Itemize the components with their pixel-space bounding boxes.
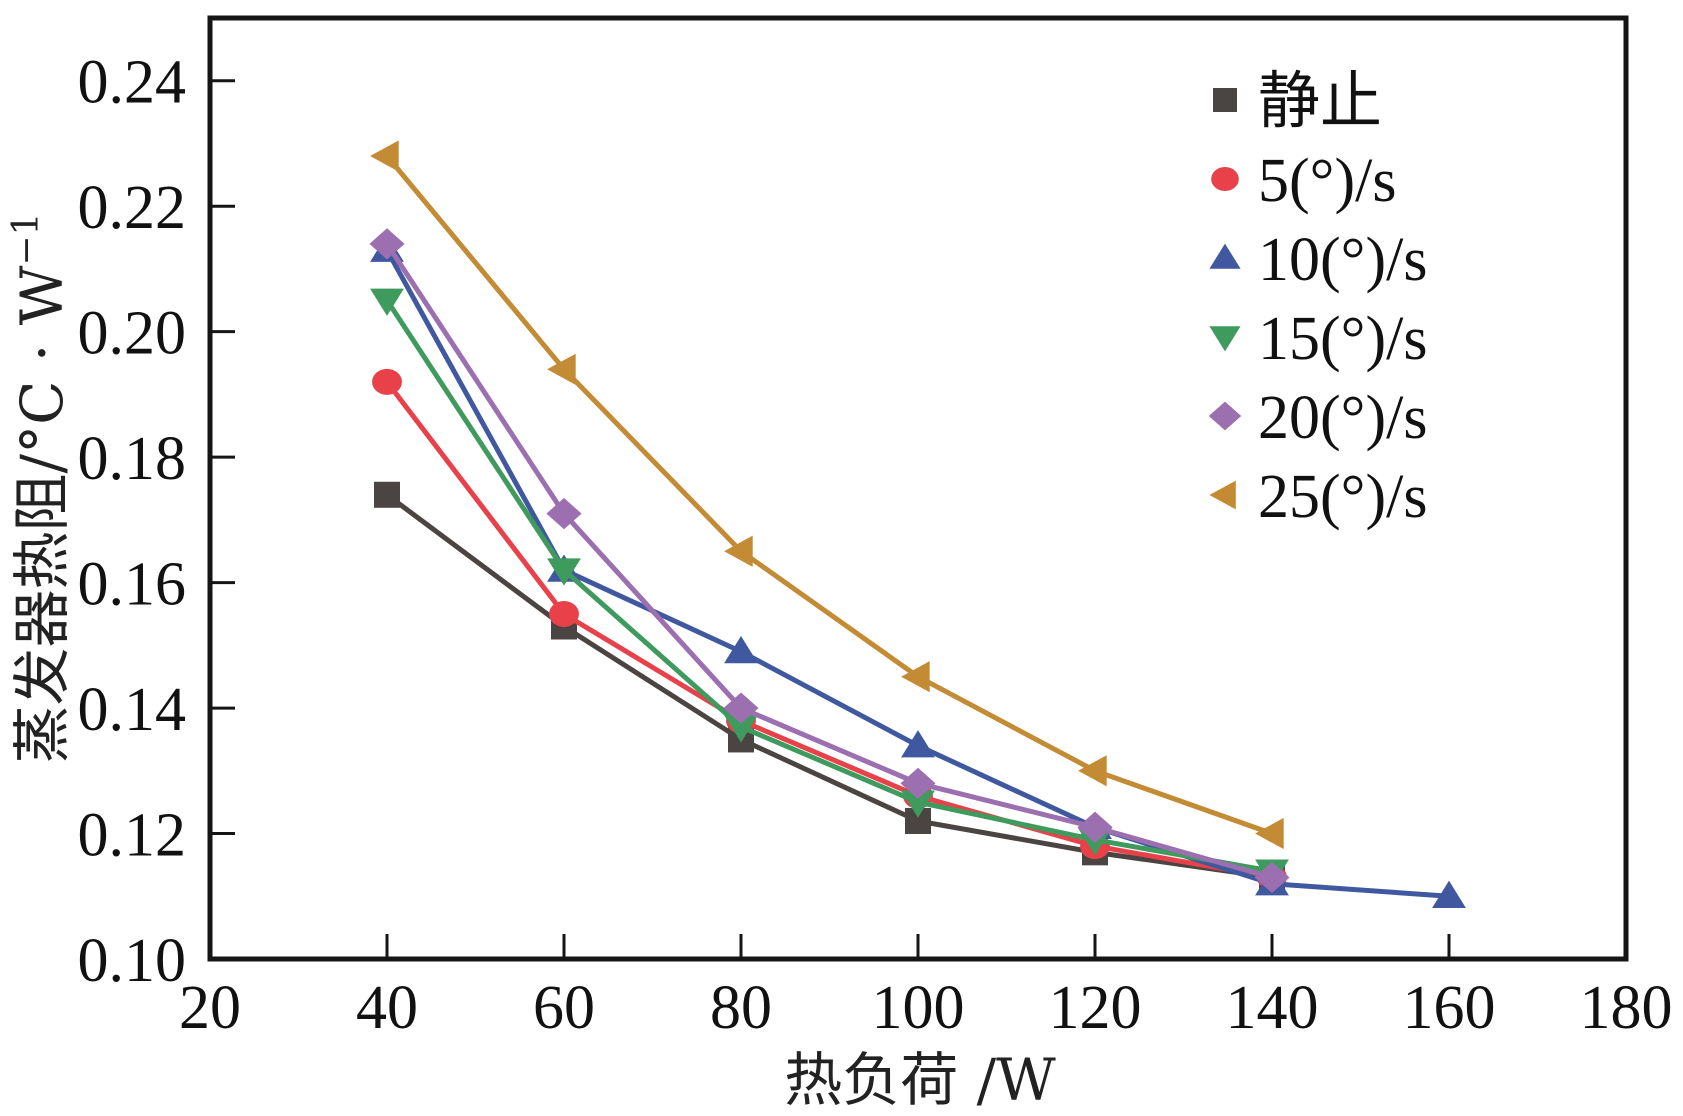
series-line <box>384 242 1273 880</box>
legend-label: 20(°)/s <box>1258 384 1427 452</box>
x-tick-label: 120 <box>1049 974 1142 1042</box>
data-point <box>1077 811 1113 843</box>
series-line <box>385 154 1273 836</box>
x-tick-label: 100 <box>872 974 965 1042</box>
legend-item: 10(°)/s <box>1209 226 1427 294</box>
data-point <box>901 730 935 758</box>
y-axis-title-group: 蒸发器热阻/°C · W−1 <box>6 213 76 764</box>
data-point <box>547 558 581 586</box>
legend-marker <box>1209 326 1241 352</box>
x-tick-label: 80 <box>710 974 772 1042</box>
data-point <box>901 790 935 818</box>
data-point <box>372 368 402 395</box>
legend-marker <box>1209 480 1236 510</box>
data-point <box>1254 861 1290 894</box>
x-tick-label: 40 <box>356 974 418 1042</box>
y-tick-label: 0.14 <box>78 676 187 744</box>
legend-label: 25(°)/s <box>1258 463 1427 531</box>
x-tick-label: 60 <box>533 974 595 1042</box>
data-point <box>1078 755 1107 787</box>
legend-label: 10(°)/s <box>1258 226 1427 294</box>
legend-item: 静止 <box>1213 68 1382 136</box>
legend-item: 5(°)/s <box>1211 147 1396 215</box>
x-tick-label: 160 <box>1403 974 1496 1042</box>
y-tick-label: 0.10 <box>78 927 187 995</box>
ticks-layer: 20 40 60 80 100 120 140 160 180 0.10 0.12 0.14 0.16 0… <box>78 49 1673 1042</box>
data-point <box>370 140 399 172</box>
legend-marker <box>1211 167 1239 191</box>
legend-marker <box>1208 401 1242 431</box>
data-point <box>547 353 576 385</box>
y-tick-label: 0.20 <box>78 300 187 368</box>
data-point <box>546 497 582 530</box>
x-tick-label: 180 <box>1580 974 1673 1042</box>
series-line <box>385 492 1273 880</box>
series-5 <box>370 140 1284 850</box>
legend-marker <box>1213 88 1237 112</box>
data-point <box>549 600 579 627</box>
data-point <box>900 767 936 799</box>
x-tick-label: 140 <box>1226 974 1319 1042</box>
legend: 静止 5(°)/s 10(°)/s 15(°)/s 20(°)/s 25(°)/s <box>1208 68 1427 531</box>
x-axis-title: 热负荷 /W <box>784 1046 1056 1114</box>
legend-label: 15(°)/s <box>1258 305 1427 373</box>
data-point <box>374 481 400 508</box>
legend-marker <box>1209 243 1241 269</box>
legend-item: 15(°)/s <box>1209 305 1427 373</box>
series-4 <box>369 228 1290 894</box>
y-axis-title-main: 蒸发器热阻/°C · W <box>8 265 76 763</box>
series-3 <box>370 288 1289 887</box>
series-line <box>385 380 1273 880</box>
legend-item: 25(°)/s <box>1209 463 1427 531</box>
data-point <box>724 535 753 567</box>
data-point <box>723 692 759 724</box>
data-point <box>724 715 758 743</box>
y-tick-label: 0.22 <box>78 174 187 242</box>
data-point <box>369 228 405 260</box>
data-point <box>901 661 930 693</box>
legend-label: 5(°)/s <box>1258 147 1396 215</box>
series-1 <box>372 368 1287 891</box>
data-point <box>370 288 404 316</box>
data-point <box>724 636 758 664</box>
x-tick-label: 20 <box>179 974 241 1042</box>
y-tick-label: 0.12 <box>78 802 187 870</box>
series-line <box>384 298 1273 874</box>
series-layer <box>369 140 1466 908</box>
y-tick-label: 0.24 <box>78 49 187 117</box>
data-point <box>1432 880 1466 908</box>
legend-label: 静止 <box>1258 68 1382 136</box>
data-point <box>1255 817 1284 850</box>
y-axis-title-superscript: −1 <box>6 213 47 266</box>
y-tick-label: 0.18 <box>78 425 187 493</box>
legend-item: 20(°)/s <box>1208 384 1427 452</box>
y-tick-label: 0.16 <box>78 551 187 619</box>
y-axis-title: 蒸发器热阻/°C · W−1 <box>6 213 76 764</box>
